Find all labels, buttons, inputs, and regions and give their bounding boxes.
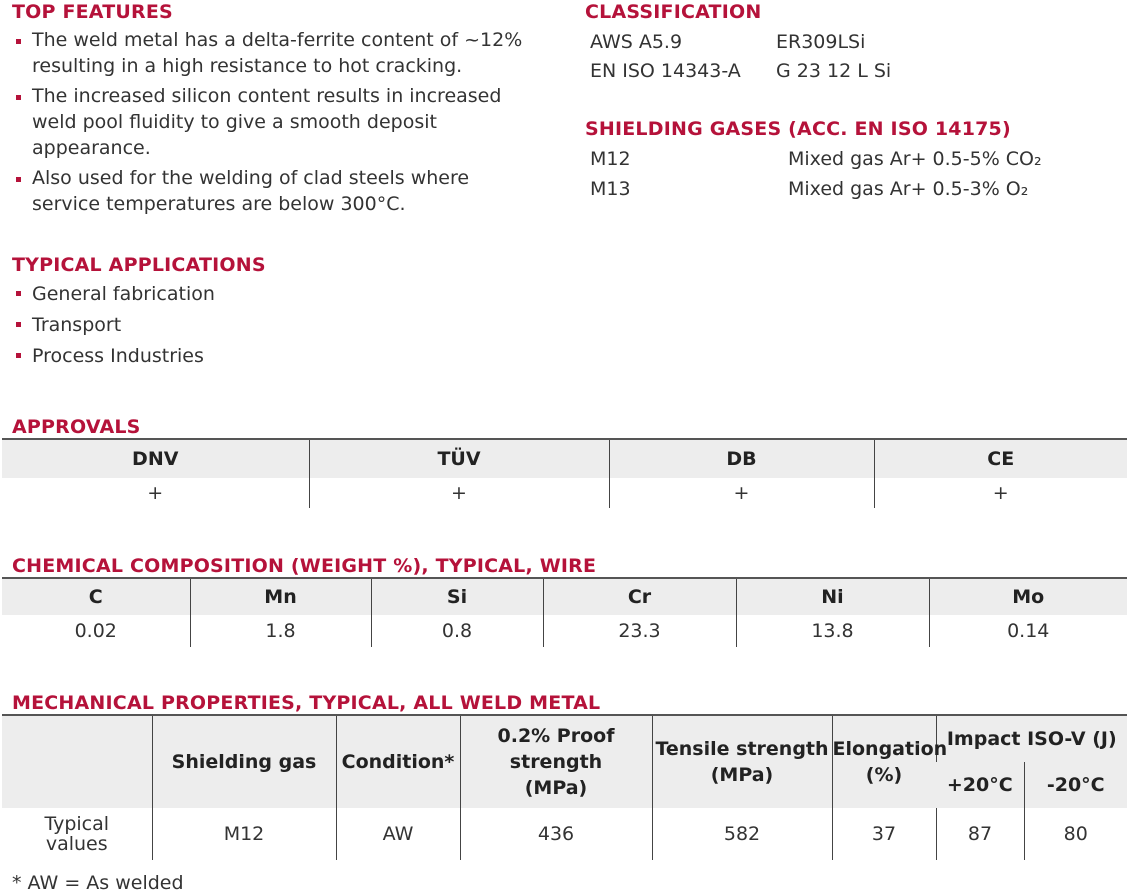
condition-value: AW bbox=[335, 808, 460, 860]
approval-value: + bbox=[147, 482, 164, 504]
condition-header: Condition* bbox=[335, 716, 460, 808]
classification-heading: CLASSIFICATION bbox=[585, 1, 762, 23]
elongation-header: Elongation (%) bbox=[831, 716, 947, 808]
chemical-table: C Mn Si Cr Ni Mo 0.02 1.8 0.8 23.3 13.8 … bbox=[2, 579, 1127, 647]
approval-header: DB bbox=[608, 440, 874, 478]
list-item: Also used for the welding of clad steels… bbox=[12, 165, 522, 217]
gas-description: Mixed gas Ar+ 0.5-3% O₂ bbox=[788, 178, 1029, 200]
approval-value: + bbox=[873, 478, 1127, 508]
approval-header: TÜV bbox=[308, 440, 609, 478]
gas-code: M13 bbox=[590, 178, 631, 200]
divider bbox=[2, 714, 1127, 716]
footnote: * AW = As welded bbox=[12, 872, 184, 894]
gas-description: Mixed gas Ar+ 0.5-5% CO₂ bbox=[788, 148, 1042, 170]
impact-value: 80 bbox=[1023, 808, 1127, 860]
proof-strength-value: 436 bbox=[459, 808, 652, 860]
shielding-gas-value: M12 bbox=[151, 808, 336, 860]
temp-header: +20°C bbox=[936, 762, 1024, 808]
element-value: 0.02 bbox=[74, 620, 117, 642]
list-item: Transport bbox=[12, 310, 215, 341]
classification-standard: AWS A5.9 bbox=[590, 31, 683, 53]
divider bbox=[2, 577, 1127, 579]
divider bbox=[2, 438, 1127, 440]
chemical-composition-heading: CHEMICAL COMPOSITION (WEIGHT %), TYPICAL… bbox=[12, 555, 597, 577]
list-item: Process Industries bbox=[12, 341, 215, 372]
classification-standard: EN ISO 14343-A bbox=[590, 60, 741, 82]
impact-header: Impact ISO-V (J) bbox=[935, 716, 1127, 762]
element-value: 0.8 bbox=[370, 615, 543, 647]
tensile-strength-value: 582 bbox=[651, 808, 832, 860]
tensile-strength-header: Tensile strength (MPa) bbox=[651, 716, 832, 808]
element-header: Cr bbox=[542, 579, 736, 615]
approvals-table: DNV TÜV DB CE + + + + bbox=[2, 440, 1127, 508]
shielding-gas-header: Shielding gas bbox=[151, 716, 336, 808]
gas-code: M12 bbox=[590, 148, 631, 170]
approvals-heading: APPROVALS bbox=[12, 416, 141, 438]
impact-value: 87 bbox=[935, 808, 1024, 860]
mechanical-table: Shielding gas Condition* 0.2% Proof stren… bbox=[2, 716, 1127, 860]
element-header: Mn bbox=[189, 579, 371, 615]
element-header: Ni bbox=[735, 579, 929, 615]
top-features-heading: TOP FEATURES bbox=[12, 1, 173, 23]
empty-header bbox=[2, 716, 152, 808]
approval-header: CE bbox=[873, 440, 1127, 478]
element-value: 0.14 bbox=[928, 615, 1127, 647]
mechanical-properties-heading: MECHANICAL PROPERTIES, TYPICAL, ALL WELD… bbox=[12, 692, 601, 714]
approval-header: DNV bbox=[2, 440, 309, 478]
element-header: C bbox=[2, 579, 190, 615]
approval-value: + bbox=[608, 478, 874, 508]
row-label: Typical values bbox=[44, 813, 110, 855]
list-item: The weld metal has a delta-ferrite conte… bbox=[12, 27, 522, 79]
classification-value: ER309LSi bbox=[776, 31, 866, 53]
top-features-list: The weld metal has a delta-ferrite conte… bbox=[12, 27, 522, 217]
typical-applications-heading: TYPICAL APPLICATIONS bbox=[12, 254, 266, 276]
proof-strength-header: 0.2% Proof strength (MPa) bbox=[459, 716, 652, 808]
list-item: General fabrication bbox=[12, 279, 215, 310]
approval-value: + bbox=[308, 478, 609, 508]
element-value: 23.3 bbox=[542, 615, 736, 647]
applications-list: General fabrication Transport Process In… bbox=[12, 279, 215, 372]
element-header: Mo bbox=[928, 579, 1127, 615]
element-value: 13.8 bbox=[735, 615, 929, 647]
list-item: The increased silicon content results in… bbox=[12, 83, 522, 161]
temp-header: -20°C bbox=[1023, 762, 1127, 808]
element-value: 1.8 bbox=[189, 615, 371, 647]
shielding-gases-heading: SHIELDING GASES (ACC. EN ISO 14175) bbox=[585, 118, 1011, 140]
element-header: Si bbox=[370, 579, 543, 615]
elongation-value: 37 bbox=[831, 808, 936, 860]
classification-value: G 23 12 L Si bbox=[776, 60, 892, 82]
